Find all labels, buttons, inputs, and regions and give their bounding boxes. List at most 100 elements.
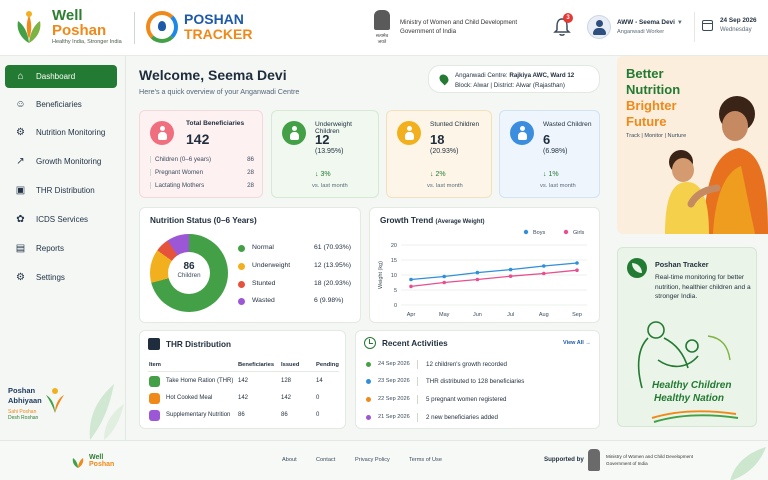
table-cell-item: Take Home Ration (THR) xyxy=(166,378,234,384)
sidebar-item-label: Beneficiaries xyxy=(36,100,82,109)
sidebar-item-nutrition-monitoring[interactable]: ⚙ Nutrition Monitoring xyxy=(5,121,117,144)
hero-line1: Better xyxy=(626,66,664,81)
sidebar-item-label: Nutrition Monitoring xyxy=(36,128,106,137)
col-header-issued: Issued xyxy=(281,362,300,368)
sidebar-item-growth-monitoring[interactable]: ↗ Growth Monitoring xyxy=(5,150,117,173)
total-beneficiaries-card[interactable]: Total Beneficiaries 142 Children (0–6 ye… xyxy=(139,110,263,198)
recent-activities-card: Recent Activities View All → 24 Sep 2026… xyxy=(355,330,600,429)
well-poshan-logo[interactable]: Well Poshan Healthy India, Stronger Indi… xyxy=(12,8,122,46)
table-cell-issued: 142 xyxy=(281,395,292,401)
legend-name: Normal xyxy=(252,244,274,251)
stat-percent: (6.98%) xyxy=(543,148,568,155)
footer-logo[interactable]: Well Poshan xyxy=(70,453,114,469)
hero-line4: Future xyxy=(626,114,667,129)
growth-trend-chart[interactable]: 0 5 10 15 20 Apr May Jun Jul Aug Sep Weight (kg) Boy… xyxy=(370,208,601,324)
activity-dot xyxy=(366,397,371,402)
legend-dot xyxy=(238,245,245,252)
tricolor-swoosh-icon xyxy=(651,410,739,423)
stat-label: Wasted Children xyxy=(543,121,592,128)
legend-name: Stunted xyxy=(252,280,276,287)
mother-child-icon xyxy=(150,121,174,145)
chart-icon: ↗ xyxy=(16,155,25,167)
stat-value: 12 xyxy=(315,132,330,147)
y-tick-label: 0 xyxy=(394,303,397,309)
wasted-card[interactable]: Wasted Children 6 (6.98%) ↓ 1% vs. last … xyxy=(499,110,600,198)
legend-label-girls: Girls xyxy=(573,230,585,236)
legend-dot xyxy=(238,298,245,305)
total-row-children: Children (0–6 years) 86 xyxy=(150,156,254,163)
sidebar-item-beneficiaries[interactable]: ☺ Beneficiaries xyxy=(5,93,117,116)
table-cell-beneficiaries: 86 xyxy=(238,412,245,418)
x-tick-label: May xyxy=(439,312,450,318)
national-emblem-icon xyxy=(588,449,600,471)
stunted-card[interactable]: Stunted Children 18 (20.93%) ↓ 2% vs. la… xyxy=(386,110,492,198)
tracker-line1: POSHAN xyxy=(184,11,244,28)
block-district: Block: Alwar | District: Alwar (Rajastha… xyxy=(455,82,565,89)
activities-title: Recent Activities xyxy=(382,339,448,348)
footer-brand-poshan: Poshan xyxy=(89,461,115,468)
thr-title: THR Distribution xyxy=(166,340,232,349)
slogan-line2: Healthy Nation xyxy=(654,393,725,404)
hero-line2: Nutrition xyxy=(626,82,681,97)
home-icon: ⌂ xyxy=(17,70,24,82)
growth-trend-title: Growth Trend (Average Weight) xyxy=(380,216,485,225)
supplement-icon xyxy=(149,410,160,421)
panel-description: Real-time monitoring for better nutritio… xyxy=(655,274,751,301)
x-tick-label: Jun xyxy=(473,312,482,318)
settings-icon: ⚙ xyxy=(16,271,25,283)
data-point-girls xyxy=(409,284,413,289)
app-header: Well Poshan Healthy India, Stronger Indi… xyxy=(0,0,768,56)
x-tick-label: Sep xyxy=(572,312,582,318)
sidebar-item-dashboard[interactable]: ⌂ Dashboard xyxy=(5,65,117,88)
series-line-girls xyxy=(410,269,578,288)
footer-link-contact[interactable]: Contact xyxy=(316,457,336,463)
nutrition-status-title: Nutrition Status (0–6 Years) xyxy=(150,216,257,225)
stat-label: Total Beneficiaries xyxy=(186,120,245,127)
sidebar-item-settings[interactable]: ⚙ Settings xyxy=(5,266,117,289)
abhiyaan-tag-1: Sahi Poshan xyxy=(8,408,37,415)
col-header-item: Item xyxy=(149,362,161,368)
footer-link-privacy[interactable]: Privacy Policy xyxy=(355,457,390,463)
sidebar-item-label: Dashboard xyxy=(36,72,76,81)
poshan-tracker-logo[interactable]: POSHAN TRACKER xyxy=(146,11,252,43)
legend-dot xyxy=(238,263,245,270)
sidebar: ⌂ Dashboard ☺ Beneficiaries ⚙ Nutrition Mon… xyxy=(0,56,126,440)
page-subtitle: Here's a quick overview of your Anganwad… xyxy=(139,87,300,96)
activity-date: 23 Sep 2026 xyxy=(378,378,410,384)
underweight-card[interactable]: Underweight Children 12 (13.95%) ↓ 3% vs… xyxy=(271,110,379,198)
nutrition-donut-chart[interactable]: 86 Children xyxy=(150,234,228,312)
user-menu[interactable]: AWW - Seema Devi ▼ Anganwadi Worker xyxy=(587,12,695,42)
y-tick-label: 20 xyxy=(391,243,397,249)
footer-link-terms[interactable]: Terms of Use xyxy=(409,457,442,463)
x-tick-label: Jul xyxy=(507,312,514,318)
child-icon xyxy=(282,121,306,145)
footer-ministry: Ministry of Women and Child Development … xyxy=(606,454,693,467)
stat-trend: ↓ 3% xyxy=(315,171,331,178)
hero-tags: Track | Monitor | Nurture xyxy=(626,133,687,139)
centre-info: Anganwadi Centre: Rajkiya AWC, Ward 12 B… xyxy=(428,65,600,93)
donut-center-value: 86 xyxy=(183,261,195,272)
legend-value: 61 (70.93%) xyxy=(314,244,352,251)
sidebar-item-reports[interactable]: ▤ Reports xyxy=(5,237,117,260)
data-point-boys xyxy=(542,264,546,268)
legend-name: Wasted xyxy=(252,297,275,304)
stat-value: 6 xyxy=(543,132,551,147)
activity-text: 12 children's growth recorded xyxy=(426,361,507,368)
data-point-girls xyxy=(542,271,546,276)
centre-label: Anganwadi Centre: xyxy=(455,72,508,79)
view-all-link[interactable]: View All → xyxy=(563,340,591,346)
chevron-down-icon: ▼ xyxy=(676,19,683,26)
sidebar-item-icds-services[interactable]: ✿ ICDS Services xyxy=(5,208,117,231)
leaf-icon xyxy=(627,258,647,278)
abhiyaan-title-2: Abhiyaan xyxy=(8,395,42,405)
sidebar-item-thr-distribution[interactable]: ▣ THR Distribution xyxy=(5,179,117,202)
slogan-line1: Healthy Children xyxy=(652,380,732,391)
table-cell-item: Supplementary Nutrition xyxy=(166,412,231,418)
legend-dot xyxy=(523,229,529,235)
activity-text: 2 new beneficiaries added xyxy=(426,414,498,421)
thr-distribution-card: THR Distribution Item Beneficiaries Issu… xyxy=(139,330,346,429)
footer-link-about[interactable]: About xyxy=(282,457,297,463)
row-value: 86 xyxy=(247,156,254,163)
stat-value: 142 xyxy=(186,131,210,147)
activity-date: 21 Sep 2026 xyxy=(378,414,410,420)
